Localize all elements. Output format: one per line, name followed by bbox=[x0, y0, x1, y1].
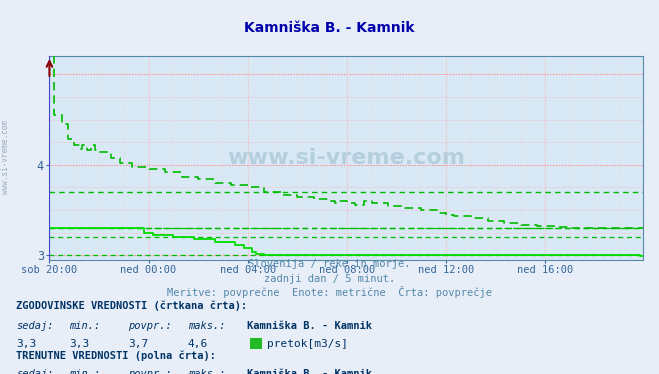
Text: 3,7: 3,7 bbox=[129, 339, 149, 349]
Text: 4,6: 4,6 bbox=[188, 339, 208, 349]
Text: 3,3: 3,3 bbox=[69, 339, 90, 349]
Text: www.si-vreme.com: www.si-vreme.com bbox=[227, 148, 465, 168]
Text: maks.:: maks.: bbox=[188, 321, 225, 331]
Text: Kamniška B. - Kamnik: Kamniška B. - Kamnik bbox=[244, 21, 415, 34]
Text: min.:: min.: bbox=[69, 321, 100, 331]
Text: sedaj:: sedaj: bbox=[16, 321, 54, 331]
Text: min.:: min.: bbox=[69, 369, 100, 374]
Text: Meritve: povprečne  Enote: metrične  Črta: povprečje: Meritve: povprečne Enote: metrične Črta:… bbox=[167, 286, 492, 298]
Text: sedaj:: sedaj: bbox=[16, 369, 54, 374]
Text: 3,3: 3,3 bbox=[16, 339, 37, 349]
Text: TRENUTNE VREDNOSTI (polna črta):: TRENUTNE VREDNOSTI (polna črta): bbox=[16, 350, 216, 361]
Text: Slovenija / reke in morje.: Slovenija / reke in morje. bbox=[248, 260, 411, 269]
Text: www.si-vreme.com: www.si-vreme.com bbox=[1, 120, 10, 194]
Text: maks.:: maks.: bbox=[188, 369, 225, 374]
Text: Kamniška B. - Kamnik: Kamniška B. - Kamnik bbox=[247, 369, 372, 374]
Text: povpr.:: povpr.: bbox=[129, 321, 172, 331]
Text: Kamniška B. - Kamnik: Kamniška B. - Kamnik bbox=[247, 321, 372, 331]
Text: povpr.:: povpr.: bbox=[129, 369, 172, 374]
Text: zadnji dan / 5 minut.: zadnji dan / 5 minut. bbox=[264, 274, 395, 283]
Text: ZGODOVINSKE VREDNOSTI (črtkana črta):: ZGODOVINSKE VREDNOSTI (črtkana črta): bbox=[16, 300, 248, 310]
Text: pretok[m3/s]: pretok[m3/s] bbox=[267, 339, 348, 349]
